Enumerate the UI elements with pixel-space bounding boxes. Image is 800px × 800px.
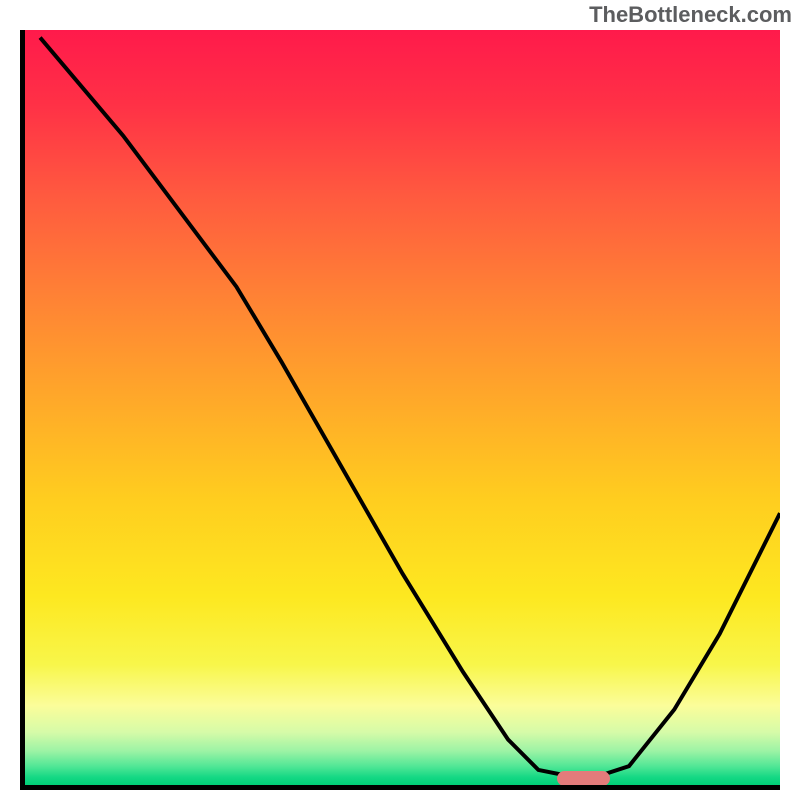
bottleneck-curve [40, 38, 780, 776]
chart-frame: TheBottleneck.com [0, 0, 800, 800]
curve-svg [25, 30, 780, 785]
optimal-marker [557, 771, 610, 786]
watermark-text: TheBottleneck.com [589, 2, 792, 28]
plot-area [20, 30, 780, 790]
